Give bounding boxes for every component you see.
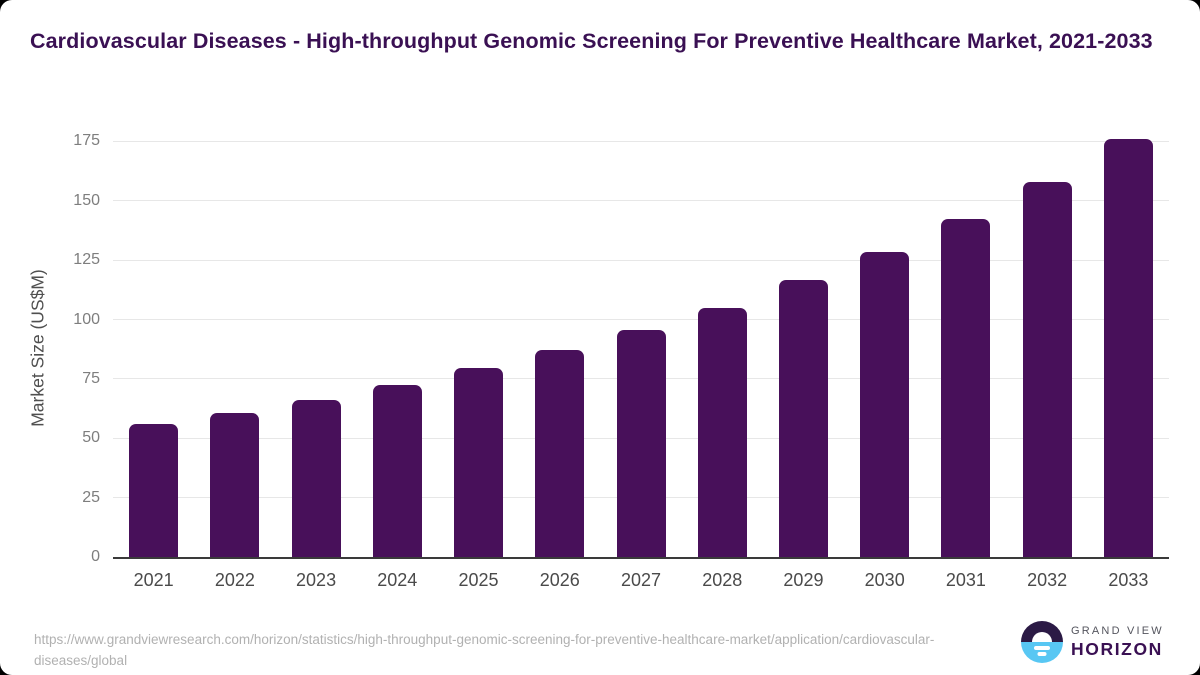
y-axis-title-text: Market Size (US$M) <box>27 269 48 427</box>
bar-2027 <box>616 330 666 557</box>
x-tick-label: 2030 <box>864 570 905 590</box>
source-url: https://www.grandviewresearch.com/horizo… <box>34 632 935 668</box>
x-tick-label: 2021 <box>133 570 174 590</box>
y-tick-label: 125 <box>73 251 100 269</box>
bar-2021 <box>129 424 179 557</box>
bar-2032 <box>1022 181 1072 557</box>
x-tick-label: 2023 <box>296 570 337 590</box>
x-tick-label: 2022 <box>214 570 255 590</box>
bar-2029 <box>778 280 828 557</box>
x-tick-label: 2028 <box>702 570 743 590</box>
bar-2024 <box>372 384 422 557</box>
logo-product-name: HORIZON <box>1071 638 1163 659</box>
y-tick-label: 25 <box>82 488 100 506</box>
sun-reflection-bar <box>1037 652 1047 656</box>
gridline <box>113 200 1169 202</box>
y-tick-label: 50 <box>82 429 100 447</box>
bar-2033 <box>1103 139 1153 557</box>
x-tick-label: 2025 <box>458 570 499 590</box>
x-tick-label: 2026 <box>539 570 580 590</box>
bar-2031 <box>941 218 991 557</box>
y-tick-label: 0 <box>91 548 100 565</box>
x-tick-label: 2033 <box>1108 570 1149 590</box>
gridline <box>113 140 1169 142</box>
x-tick-label: 2032 <box>1027 570 1068 590</box>
y-tick-label: 150 <box>73 191 100 209</box>
bar-2025 <box>454 368 504 557</box>
gridline <box>113 259 1169 261</box>
bar-chart-plot-area: 0 25 50 75 100 125 150 175 2021 2022 2023 2024 2025… <box>73 132 1169 590</box>
x-tick-label: 2024 <box>377 570 418 590</box>
x-tick-label: 2027 <box>620 570 662 590</box>
bar-2022 <box>210 413 260 557</box>
grand-view-horizon-logo: GRAND VIEW HORIZON <box>1021 621 1164 663</box>
bar-2028 <box>697 307 747 557</box>
bar-2023 <box>291 400 341 557</box>
sun-shape <box>1032 632 1052 642</box>
y-tick-label: 100 <box>73 310 100 328</box>
logo-text: GRAND VIEW HORIZON <box>1071 625 1164 660</box>
bar-2026 <box>535 350 585 557</box>
x-tick-label: 2031 <box>945 570 986 590</box>
gridline <box>113 319 1169 321</box>
y-tick-label: 175 <box>73 132 100 150</box>
chart-title: Cardiovascular Diseases - High-throughpu… <box>30 29 1153 53</box>
sun-reflection-bar <box>1034 646 1050 650</box>
x-tick-label: 2029 <box>783 570 824 590</box>
y-tick-label: 75 <box>82 369 100 387</box>
horizon-sunrise-icon <box>1021 621 1063 663</box>
bar-2030 <box>860 251 910 557</box>
logo-brand-name: GRAND VIEW <box>1071 624 1164 637</box>
